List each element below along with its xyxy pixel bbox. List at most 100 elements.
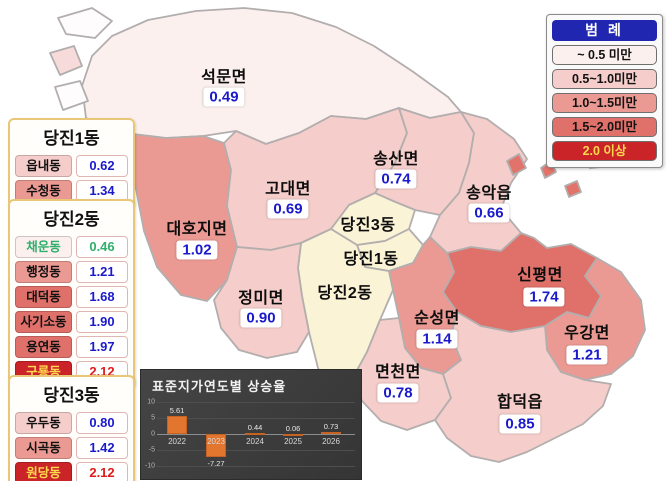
district-rows: 우두동 0.80 시곡동 1.42 원당동 2.12	[10, 412, 133, 481]
map-island-1	[57, 7, 113, 39]
district-row-name: 채운동	[15, 236, 72, 258]
district-row-name: 행정동	[15, 261, 72, 283]
map-region-jeongmi	[213, 242, 310, 359]
district-row: 우두동 0.80	[15, 412, 128, 434]
map-region-label: 대호지면	[166, 221, 228, 238]
chart-title: 표준지가연도별 상승율	[152, 379, 287, 394]
map-region-label: 석문면	[201, 69, 247, 86]
map-region-hapdeok	[434, 311, 612, 463]
chart-bar-value: 0.06	[285, 423, 301, 433]
legend-items: ~ 0.5 미만 0.5~1.0미만 1.0~1.5미만 1.5~2.0미만 2.0 이…	[552, 45, 657, 161]
map-region-value: 1.74	[523, 287, 565, 307]
district-row-name: 용연동	[15, 336, 72, 358]
legend-item: 1.0~1.5미만	[552, 93, 657, 113]
map-island-2	[49, 45, 83, 76]
chart-bar-2024	[245, 432, 265, 435]
district-row-value: 1.97	[76, 336, 128, 358]
district-row-name: 우두동	[15, 412, 72, 434]
district-rows: 읍내동 0.62 수청동 1.34	[10, 155, 133, 202]
chart-gridline	[157, 402, 355, 403]
chart-gridline	[157, 450, 355, 451]
district-box-title: 당진3동	[43, 386, 100, 405]
chart-xtick: 2023	[207, 437, 225, 446]
district-row-name: 대덕동	[15, 286, 72, 308]
district-row-value: 1.90	[76, 311, 128, 333]
chart-xtick: 2026	[322, 437, 340, 446]
map-region-value: 0.74	[375, 169, 417, 189]
district-row-value: 1.42	[76, 437, 128, 459]
chart-ytick: 10	[147, 398, 155, 406]
map-island-7	[564, 180, 582, 198]
district-row: 사기소동 1.90	[15, 311, 128, 333]
chart-ytick: -5	[148, 446, 155, 454]
chart-ytick: -10	[144, 462, 155, 470]
chart-bar-value: -7.27	[207, 459, 225, 469]
chart-bar-2023	[206, 434, 226, 458]
map-region-label: 송산면	[373, 151, 419, 168]
chart-gridline	[157, 466, 355, 467]
map-region-label: 당진2동	[317, 285, 373, 302]
district-row-value: 0.62	[76, 155, 128, 177]
chart-gridline	[157, 418, 355, 419]
map-island-3	[54, 80, 89, 111]
chart-ytick: 5	[151, 414, 155, 422]
map-region-value: 0.66	[468, 203, 510, 223]
map-region-value: 0.85	[499, 414, 541, 434]
district-row-name: 읍내동	[15, 155, 72, 177]
map-region-label: 면천면	[375, 364, 421, 381]
map-region-label: 순성면	[414, 310, 460, 327]
district-rows: 채운동 0.46 행정동 1.21 대덕동 1.68 사기소동 1.90 용연동 1.97 구룡동 2…	[10, 236, 133, 383]
chart-bar-2026	[321, 431, 341, 434]
legend-item: ~ 0.5 미만	[552, 45, 657, 65]
map-region-value: 1.14	[416, 329, 458, 349]
map-region-value: 0.49	[203, 87, 245, 107]
map-region-label: 정미면	[238, 290, 284, 307]
district-row-value: 1.68	[76, 286, 128, 308]
district-row-name: 원당동	[15, 462, 72, 481]
chart-xtick: 2022	[168, 437, 186, 446]
map-region-value: 1.21	[566, 345, 608, 365]
district-row: 수청동 1.34	[15, 180, 128, 202]
district-box-title: 당진2동	[43, 210, 100, 229]
chart-bar-value: 0.73	[323, 421, 339, 431]
district-row-name: 시곡동	[15, 437, 72, 459]
map-region-value: 1.02	[176, 240, 218, 260]
legend-title: 범 례	[552, 20, 657, 41]
district-row: 시곡동 1.42	[15, 437, 128, 459]
chart-xtick: 2025	[284, 437, 302, 446]
chart-xtick: 2024	[246, 437, 264, 446]
legend-item: 1.5~2.0미만	[552, 117, 657, 137]
district-box-dangjin2: 당진2동 채운동 0.46 행정동 1.21 대덕동 1.68 사기소동 1.90 용연동 1.9…	[8, 199, 135, 389]
district-box-dangjin3: 당진3동 우두동 0.80 시곡동 1.42 원당동 2.12	[8, 375, 135, 481]
district-row: 채운동 0.46	[15, 236, 128, 258]
map-region-label: 고대면	[265, 181, 311, 198]
map-island-4	[506, 153, 527, 176]
district-row-value: 1.21	[76, 261, 128, 283]
legend: 범 례 ~ 0.5 미만 0.5~1.0미만 1.0~1.5미만 1.5~2.0미만 2…	[546, 14, 663, 168]
district-row-value: 2.12	[76, 462, 128, 481]
district-box-dangjin1: 당진1동 읍내동 0.62 수청동 1.34	[8, 118, 135, 208]
district-row-value: 0.46	[76, 236, 128, 258]
chart-ytick: 0	[151, 430, 155, 438]
map-region-label: 당진1동	[343, 251, 399, 268]
chart-bar-2022	[167, 416, 187, 434]
district-row: 대덕동 1.68	[15, 286, 128, 308]
map-region-value: 0.69	[267, 199, 309, 219]
district-box-title: 당진1동	[43, 129, 100, 148]
chart-bar-value: 0.44	[247, 422, 263, 432]
district-row: 용연동 1.97	[15, 336, 128, 358]
map-region-label: 당진3동	[340, 217, 396, 234]
legend-item: 0.5~1.0미만	[552, 69, 657, 89]
district-row-value: 0.80	[76, 412, 128, 434]
map-region-value: 0.78	[377, 383, 419, 403]
yearly-rate-bar-chart: 표준지가연도별 상승율 10 5 0 -5 -10 5.61 2022 -7.27 2023 0.…	[140, 369, 362, 480]
map-region-label: 우강면	[564, 325, 610, 342]
district-row: 행정동 1.21	[15, 261, 128, 283]
district-row-value: 1.34	[76, 180, 128, 202]
district-row: 원당동 2.12	[15, 462, 128, 481]
legend-item: 2.0 이상	[552, 141, 657, 161]
map-region-label: 합덕읍	[497, 394, 543, 411]
map-region-label: 신평면	[517, 267, 563, 284]
